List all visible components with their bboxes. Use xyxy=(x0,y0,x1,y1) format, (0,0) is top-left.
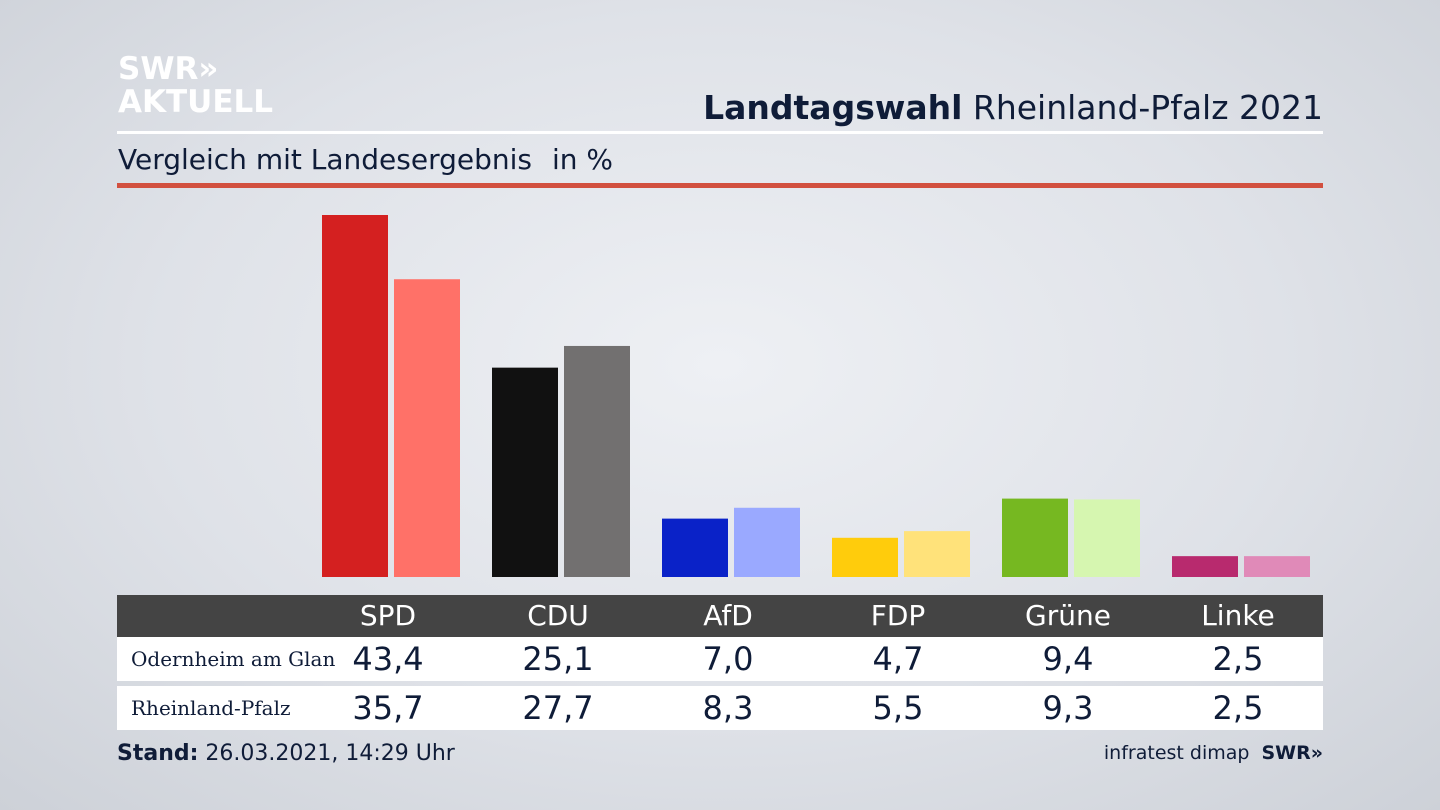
table-cell: 4,7 xyxy=(872,640,924,678)
table-row: Rheinland-Pfalz 35,7 27,7 8,3 5,5 9,3 2,… xyxy=(117,686,1323,730)
row-label: Odernheim am Glan xyxy=(131,647,336,671)
bar-cdu-state xyxy=(564,345,630,577)
swr-aktuell-logo: SWR» AKTUELL xyxy=(118,54,273,118)
chart-subtitle: Vergleich mit Landesergebnis in % xyxy=(118,143,613,176)
bar-cdu-local xyxy=(492,367,558,577)
table-cell: 35,7 xyxy=(352,689,424,727)
title-divider xyxy=(117,131,1323,134)
bar-fdp-local xyxy=(832,537,898,577)
header-cell-afd: AfD xyxy=(703,599,753,632)
table-header-row: SPD CDU AfD FDP Grüne Linke xyxy=(117,595,1323,637)
subtitle-accent-rule xyxy=(117,183,1323,188)
bar-spd-state xyxy=(394,279,460,577)
timestamp: Stand: 26.03.2021, 14:29 Uhr xyxy=(117,741,455,766)
header-cell-spd: SPD xyxy=(359,599,417,632)
subtitle-unit: in % xyxy=(551,143,614,176)
logo-line-2: AKTUELL xyxy=(118,84,274,120)
header-cell-fdp: FDP xyxy=(870,599,926,632)
stand-value: 26.03.2021, 14:29 Uhr xyxy=(205,741,455,766)
table-cell: 5,5 xyxy=(872,689,924,727)
stand-label: Stand: xyxy=(117,741,199,766)
table-cell: 9,4 xyxy=(1042,640,1094,678)
bar-afd-local xyxy=(662,518,728,577)
page-title: Landtagswahl Rheinland-Pfalz 2021 xyxy=(703,88,1323,127)
subtitle-text: Vergleich mit Landesergebnis xyxy=(118,143,532,176)
table-cell: 2,5 xyxy=(1212,689,1264,727)
table-cell: 25,1 xyxy=(522,640,594,678)
logo-line-1: SWR» xyxy=(118,51,219,87)
bar-afd-state xyxy=(734,507,800,577)
source-credit: infratest dimap SWR» xyxy=(1104,742,1323,764)
bar-spd-local xyxy=(322,215,388,577)
table-cell: 8,3 xyxy=(702,689,754,727)
title-bold: Landtagswahl xyxy=(703,88,963,127)
header-cell-linke: Linke xyxy=(1201,599,1275,632)
bar-gruene-local xyxy=(1002,498,1068,577)
bar-gruene-state xyxy=(1074,499,1140,577)
title-rest: Rheinland-Pfalz 2021 xyxy=(972,88,1323,127)
bar-linke-state xyxy=(1244,556,1310,577)
bar-linke-local xyxy=(1172,556,1238,577)
table-cell: 2,5 xyxy=(1212,640,1264,678)
row-label: Rheinland-Pfalz xyxy=(131,696,291,720)
swr-logo-small: SWR» xyxy=(1261,742,1323,764)
table-row: Odernheim am Glan 43,4 25,1 7,0 4,7 9,4 … xyxy=(117,637,1323,681)
header-cell-cdu: CDU xyxy=(527,599,589,632)
results-table: SPD CDU AfD FDP Grüne Linke Odernheim am… xyxy=(117,595,1323,730)
table-cell: 27,7 xyxy=(522,689,594,727)
table-cell: 43,4 xyxy=(352,640,424,678)
table-cell: 7,0 xyxy=(702,640,754,678)
source-name: infratest dimap xyxy=(1103,742,1250,764)
table-cell: 9,3 xyxy=(1042,689,1094,727)
header-cell-gruene: Grüne xyxy=(1025,599,1111,632)
bar-fdp-state xyxy=(904,531,970,577)
